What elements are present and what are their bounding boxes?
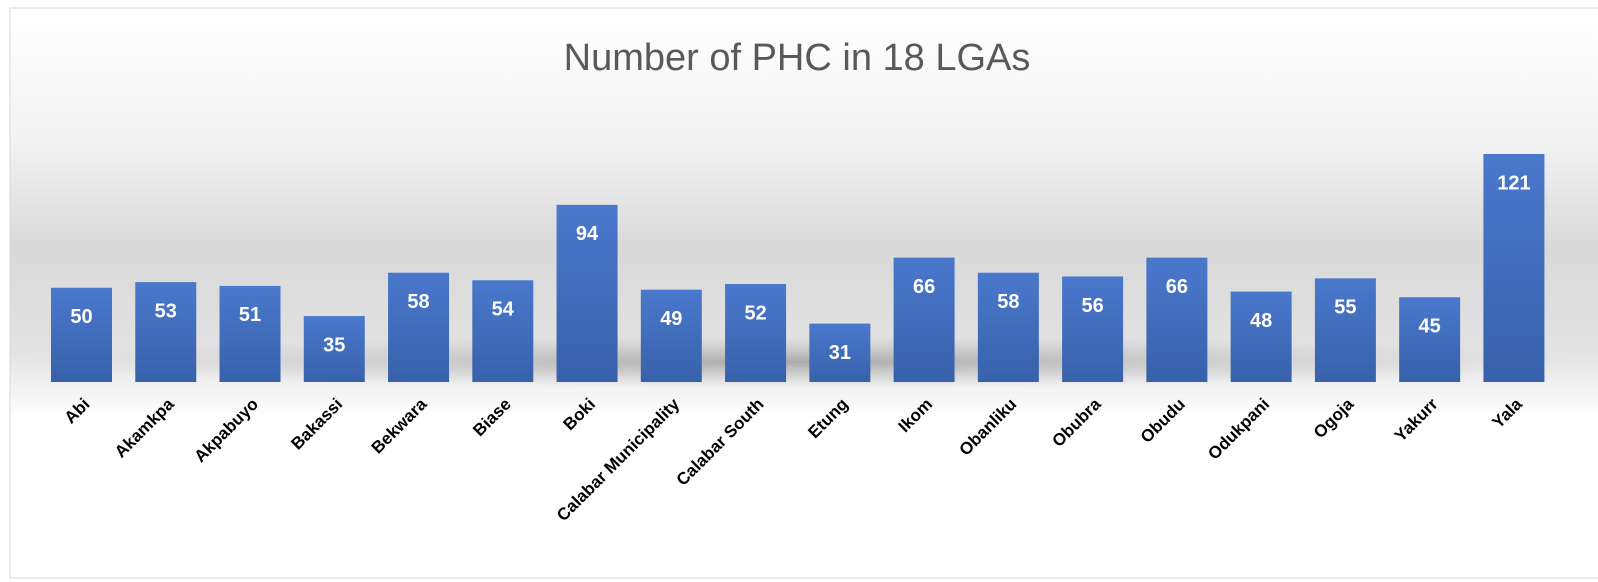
data-label: 35 bbox=[323, 334, 345, 356]
bar bbox=[640, 289, 702, 382]
bar bbox=[809, 323, 871, 382]
data-label: 45 bbox=[1419, 315, 1441, 337]
data-label: 50 bbox=[70, 306, 92, 328]
data-label: 52 bbox=[744, 302, 766, 324]
data-label: 49 bbox=[660, 308, 682, 330]
bar bbox=[303, 316, 365, 382]
bar bbox=[1146, 257, 1208, 382]
bar bbox=[1399, 297, 1461, 382]
bar bbox=[725, 284, 787, 382]
data-label: 121 bbox=[1497, 172, 1530, 194]
data-label: 66 bbox=[1166, 276, 1188, 298]
bar bbox=[1062, 276, 1124, 382]
data-label: 31 bbox=[829, 342, 851, 364]
bar bbox=[219, 285, 281, 382]
bar bbox=[1314, 278, 1376, 382]
data-label: 55 bbox=[1334, 297, 1356, 319]
bar bbox=[977, 272, 1039, 382]
bar bbox=[51, 287, 112, 382]
data-label: 54 bbox=[492, 299, 515, 321]
bar bbox=[135, 282, 197, 382]
bar bbox=[893, 257, 955, 382]
data-label: 48 bbox=[1250, 310, 1272, 332]
data-label: 56 bbox=[1081, 295, 1103, 317]
data-label: 58 bbox=[407, 291, 429, 313]
bar bbox=[1230, 291, 1292, 382]
bar bbox=[472, 280, 534, 382]
data-label: 51 bbox=[239, 304, 261, 326]
bar bbox=[1483, 154, 1545, 382]
data-label: 94 bbox=[576, 223, 599, 245]
bar bbox=[388, 272, 450, 382]
data-label: 58 bbox=[997, 291, 1019, 313]
data-label: 66 bbox=[913, 276, 935, 298]
data-label: 53 bbox=[155, 300, 177, 322]
chart-title: Number of PHC in 18 LGAs bbox=[564, 37, 1031, 79]
bar bbox=[556, 204, 618, 382]
